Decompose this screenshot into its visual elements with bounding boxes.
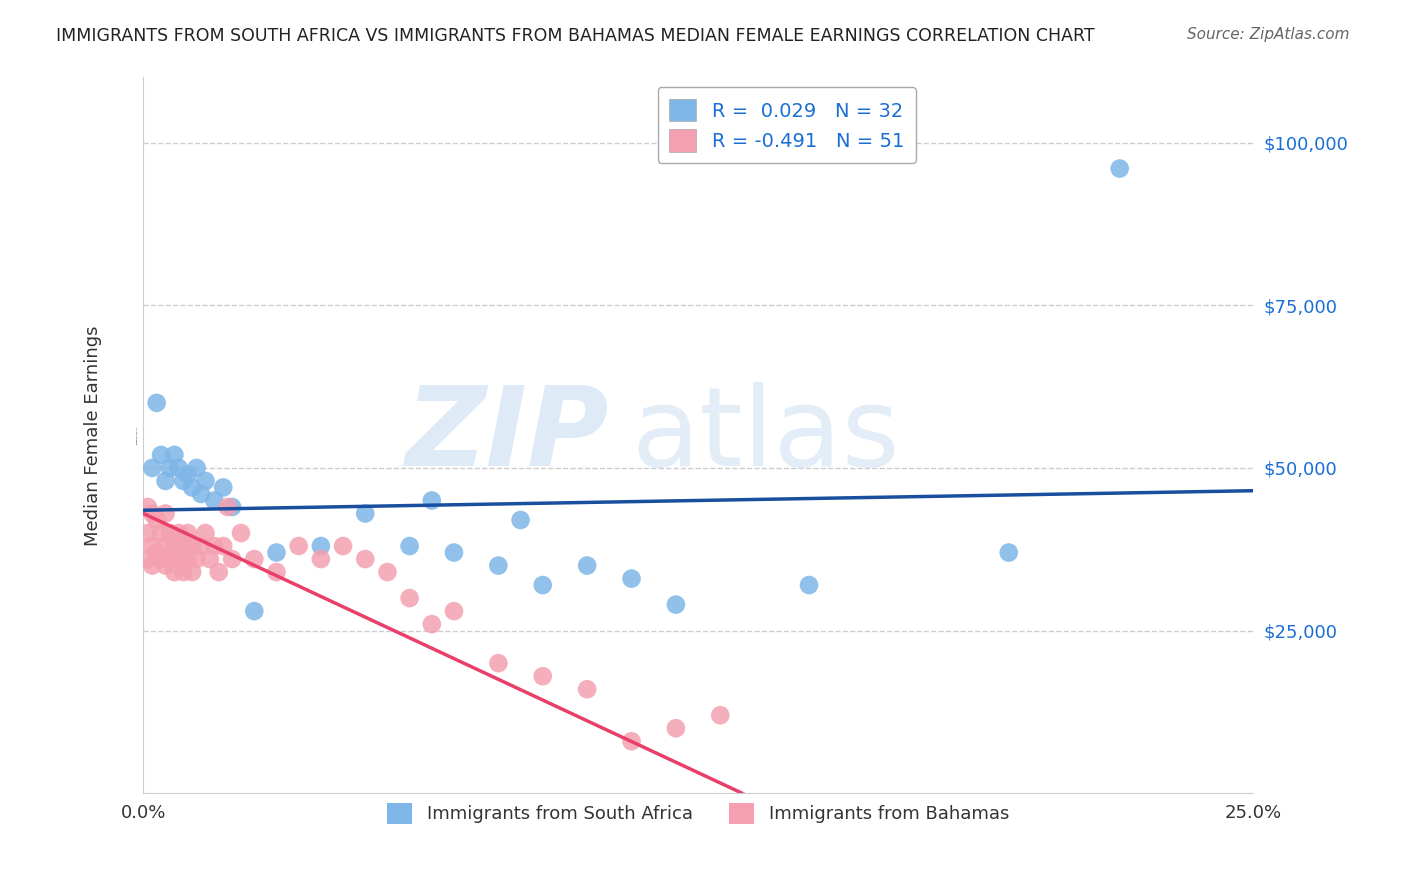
Point — [797, 578, 820, 592]
Point — [217, 500, 239, 514]
Point — [159, 552, 181, 566]
Point — [155, 539, 177, 553]
Point — [212, 539, 235, 553]
Point — [172, 474, 194, 488]
Point — [420, 493, 443, 508]
Point — [398, 591, 420, 606]
Point — [620, 734, 643, 748]
Point — [198, 552, 221, 566]
Point — [172, 565, 194, 579]
Point — [509, 513, 531, 527]
Point — [202, 493, 225, 508]
Legend: Immigrants from South Africa, Immigrants from Bahamas: Immigrants from South Africa, Immigrants… — [377, 792, 1019, 834]
Point — [172, 539, 194, 553]
Point — [202, 539, 225, 553]
Point — [163, 539, 186, 553]
Text: ZIP: ZIP — [406, 382, 609, 489]
Point — [997, 545, 1019, 559]
Point — [332, 539, 354, 553]
Text: Source: ZipAtlas.com: Source: ZipAtlas.com — [1187, 27, 1350, 42]
Point — [194, 474, 217, 488]
Point — [177, 526, 200, 541]
Point — [155, 507, 177, 521]
Text: atlas: atlas — [631, 382, 900, 489]
Point — [221, 500, 243, 514]
Point — [354, 552, 377, 566]
Point — [194, 526, 217, 541]
Point — [243, 552, 266, 566]
Point — [155, 474, 177, 488]
Point — [266, 545, 288, 559]
Point — [287, 539, 309, 553]
Point — [136, 552, 159, 566]
Point — [190, 539, 212, 553]
Point — [221, 552, 243, 566]
Point — [167, 552, 190, 566]
Point — [177, 552, 200, 566]
Point — [354, 507, 377, 521]
Point — [155, 558, 177, 573]
Point — [377, 565, 399, 579]
Point — [212, 480, 235, 494]
Point — [1108, 161, 1130, 176]
Point — [443, 545, 465, 559]
Point — [141, 539, 163, 553]
Point — [486, 558, 509, 573]
Point — [181, 565, 204, 579]
Point — [163, 448, 186, 462]
Point — [145, 513, 167, 527]
Text: IMMIGRANTS FROM SOUTH AFRICA VS IMMIGRANTS FROM BAHAMAS MEDIAN FEMALE EARNINGS C: IMMIGRANTS FROM SOUTH AFRICA VS IMMIGRAN… — [56, 27, 1095, 45]
Point — [186, 461, 208, 475]
Point — [531, 669, 554, 683]
Point — [181, 539, 204, 553]
Point — [243, 604, 266, 618]
Point — [309, 552, 332, 566]
Point — [141, 507, 163, 521]
Point — [167, 526, 190, 541]
Point — [177, 467, 200, 482]
Point — [136, 500, 159, 514]
Point — [620, 572, 643, 586]
Point — [208, 565, 231, 579]
Point — [486, 656, 509, 670]
Point — [163, 565, 186, 579]
Point — [229, 526, 252, 541]
Point — [159, 526, 181, 541]
Point — [665, 598, 688, 612]
Point — [420, 617, 443, 632]
Point — [309, 539, 332, 553]
Point — [167, 461, 190, 475]
Point — [136, 526, 159, 541]
Point — [181, 480, 204, 494]
Point — [150, 448, 173, 462]
Point — [159, 461, 181, 475]
Point — [150, 552, 173, 566]
Point — [145, 396, 167, 410]
Point — [190, 487, 212, 501]
Point — [150, 526, 173, 541]
Point — [141, 461, 163, 475]
Point — [398, 539, 420, 553]
Point — [145, 545, 167, 559]
Point — [709, 708, 731, 723]
Point — [665, 721, 688, 735]
Point — [576, 558, 599, 573]
Point — [141, 558, 163, 573]
Point — [186, 552, 208, 566]
Text: Median Female Earnings: Median Female Earnings — [84, 326, 103, 546]
Point — [531, 578, 554, 592]
Point — [576, 682, 599, 697]
Point — [266, 565, 288, 579]
Point — [443, 604, 465, 618]
